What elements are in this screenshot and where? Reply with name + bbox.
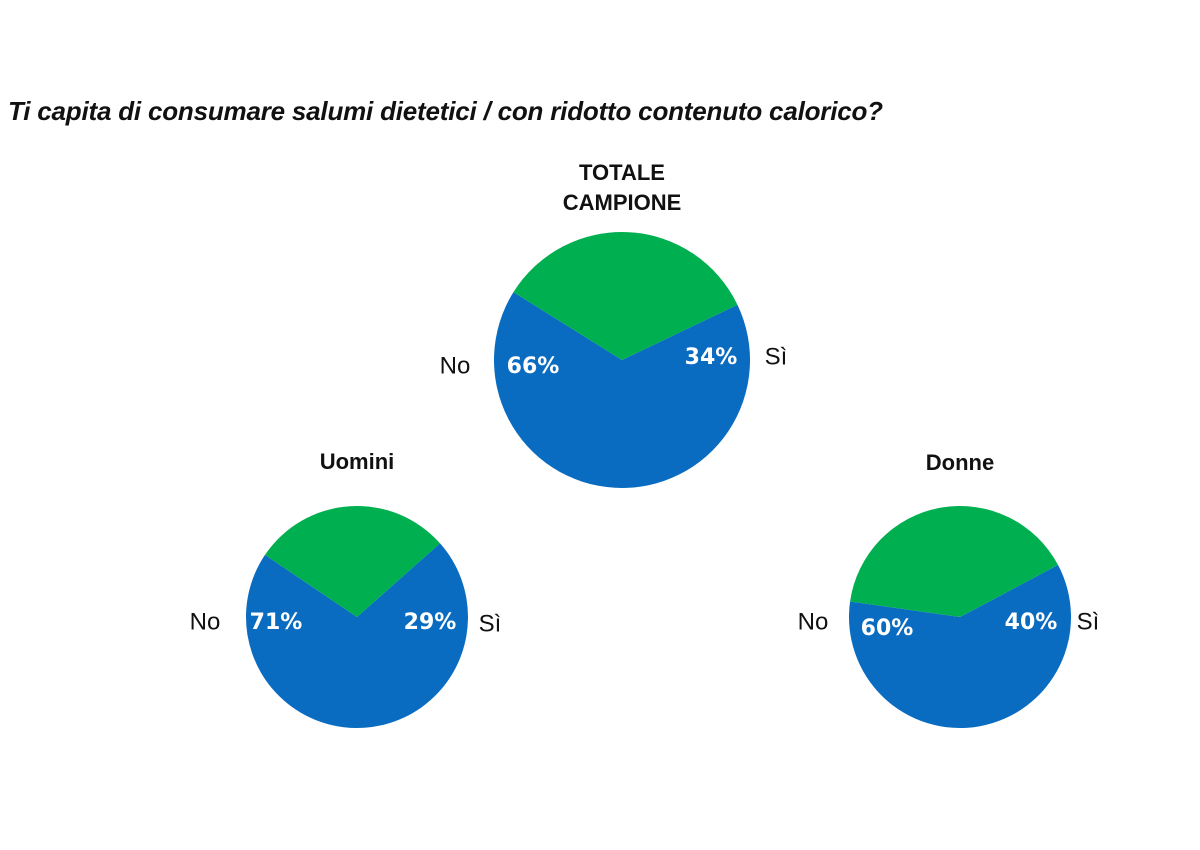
category-label: Sì <box>479 610 502 637</box>
pie-slice-ss <box>513 232 738 360</box>
pie-slice-no <box>849 564 1072 729</box>
category-label: No <box>440 352 471 379</box>
pie-slice-ss <box>264 505 441 617</box>
data-label: 29% <box>404 610 457 635</box>
pie-chart-1: TOTALE CAMPIONE 66% No 34% Sì <box>440 160 788 488</box>
pie-title: Uomini <box>320 449 395 474</box>
pie-slice-no <box>246 543 469 728</box>
category-label: No <box>798 608 829 635</box>
pie-chart-3: Donne 60% No 40% Sì <box>798 450 1100 729</box>
pie-slice-ss <box>850 506 1059 617</box>
pie-title: CAMPIONE <box>563 190 682 215</box>
category-label: Sì <box>1077 608 1100 635</box>
pie-title: Donne <box>926 450 994 475</box>
category-label: Sì <box>765 343 788 370</box>
pie-chart-2: Uomini 71% No 29% Sì <box>190 449 502 728</box>
pie-title: TOTALE <box>579 160 665 185</box>
data-label: 66% <box>507 354 560 379</box>
data-label: 71% <box>250 610 303 635</box>
data-label: 40% <box>1005 610 1058 635</box>
pie-slice-no <box>494 292 751 488</box>
page-title: Ti capita di consumare salumi dietetici … <box>8 96 883 126</box>
data-label: 60% <box>861 616 914 641</box>
category-label: No <box>190 608 221 635</box>
data-label: 34% <box>685 345 738 370</box>
